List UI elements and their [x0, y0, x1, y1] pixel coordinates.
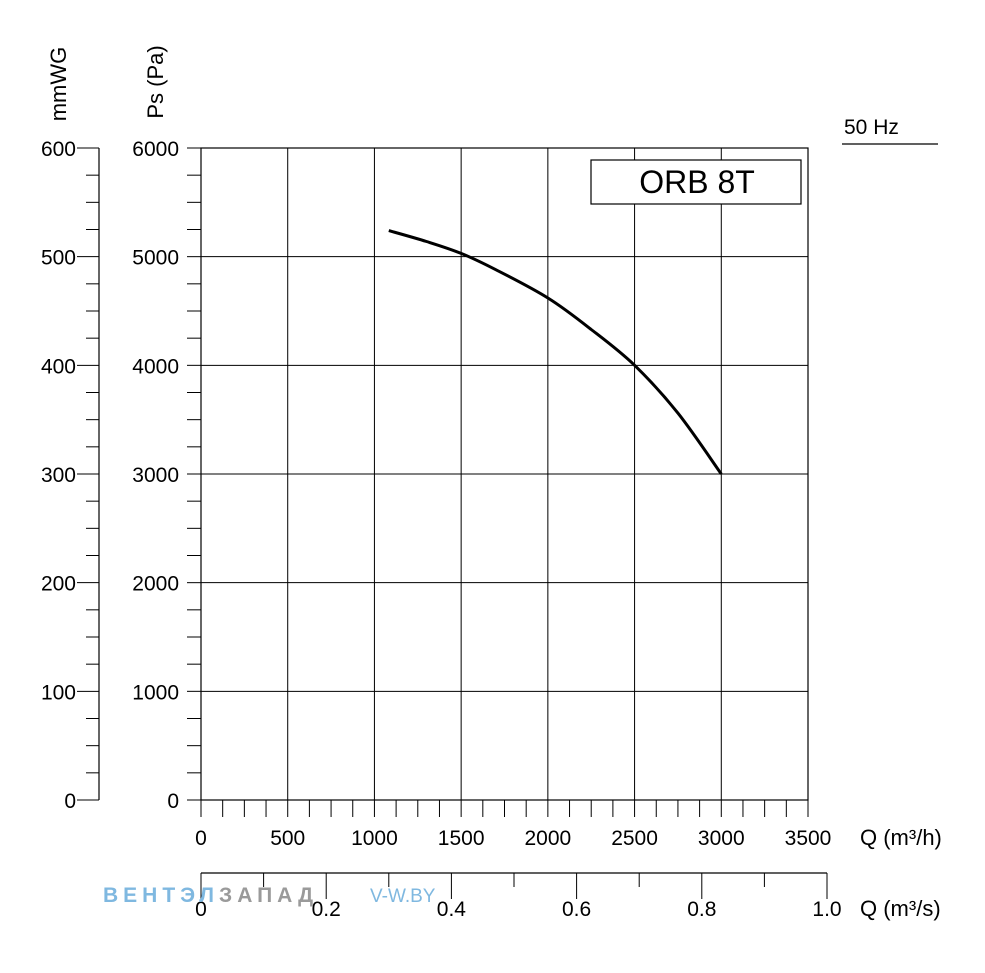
flow-m3h-tick-label: 500	[270, 827, 305, 850]
flow-m3h-tick-label: 2000	[524, 827, 571, 850]
flow-m3h-tick-label: 1000	[351, 827, 398, 850]
flow-m3s-tick-label: 0.2	[312, 898, 341, 921]
pa-tick-label: 6000	[132, 138, 179, 161]
pa-tick-label: 0	[167, 790, 179, 813]
flow-m3s-axis: 0 0.2 0.4 0.6 0.8 1.0	[195, 872, 842, 921]
series-orb-8t-curve	[388, 229, 723, 475]
flow-m3h-axis: 0 500 1000 1500 2000 2500 3000 3500	[195, 827, 831, 850]
watermark-part-2: ЗАПАД	[219, 884, 318, 907]
mmwg-tick-label: 600	[41, 138, 76, 161]
flow-m3h-tick-label: 3000	[698, 827, 745, 850]
pa-tick-label: 2000	[132, 573, 179, 596]
frequency-label: 50 Hz	[844, 116, 899, 139]
flow-m3s-tick-label: 0.6	[562, 898, 591, 921]
mmwg-tick-label: 500	[41, 247, 76, 270]
watermark-part-1: ВЕНТЭЛ	[103, 884, 219, 907]
flow-m3h-tick-label: 1500	[438, 827, 485, 850]
flow-m3h-tick-label: 3500	[785, 827, 832, 850]
mmwg-tick-label: 200	[41, 573, 76, 596]
flow-m3h-tick-label: 0	[195, 827, 207, 850]
watermark-url: V-W.BY	[370, 886, 436, 907]
pa-tick-label: 3000	[132, 464, 179, 487]
flow-m3h-axis-label: Q (m³/h)	[860, 825, 942, 850]
pa-tick-label: 4000	[132, 355, 179, 378]
title-box	[590, 159, 802, 205]
flow-m3s-tick-label: 0.4	[437, 898, 467, 921]
flow-m3s-tick-label: 0.8	[687, 898, 716, 921]
mmwg-tick-label: 300	[41, 464, 76, 487]
mmwg-tick-label: 100	[41, 681, 76, 704]
pa-axis: 0 1000 2000 3000 4000 5000 6000	[132, 138, 179, 813]
chart-title: ORB 8T	[639, 164, 755, 200]
pa-axis-label: Ps (Pa)	[143, 45, 168, 118]
flow-m3s-tick-label: 1.0	[812, 898, 841, 921]
flow-m3s-tick-label: 0	[195, 898, 207, 921]
pa-tick-label: 5000	[132, 247, 179, 270]
flow-m3h-tick-label: 2500	[611, 827, 658, 850]
minor-ticks	[187, 147, 809, 817]
mmwg-axis: 0 100 200 300 400 500 600	[41, 138, 100, 813]
flow-m3s-axis-label: Q (m³/s)	[860, 896, 941, 921]
grid	[201, 148, 808, 800]
mmwg-tick-label: 400	[41, 355, 76, 378]
mmwg-tick-label: 0	[64, 790, 76, 813]
watermark: ВЕНТЭЛЗАПАД	[103, 884, 318, 907]
pa-tick-label: 1000	[132, 681, 179, 704]
mmwg-axis-label: mmWG	[46, 47, 71, 122]
